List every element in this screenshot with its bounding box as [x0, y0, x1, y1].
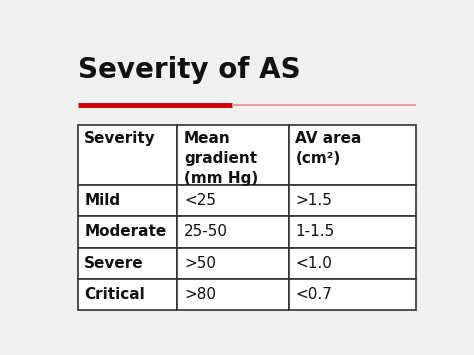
Bar	[78, 125, 177, 185]
Bar	[78, 185, 177, 216]
Bar	[177, 216, 289, 248]
Bar	[78, 185, 177, 216]
Text: <25: <25	[184, 193, 216, 208]
Bar	[78, 279, 177, 311]
Text: >80: >80	[184, 287, 216, 302]
Bar	[177, 248, 289, 279]
Bar	[289, 216, 416, 248]
Text: AV area
(cm²): AV area (cm²)	[295, 131, 362, 166]
Text: Severe: Severe	[84, 256, 144, 271]
Text: <0.7: <0.7	[295, 287, 332, 302]
Bar	[289, 248, 416, 279]
Bar	[289, 279, 416, 311]
Bar	[78, 248, 177, 279]
Bar	[289, 125, 416, 185]
Bar	[289, 216, 416, 248]
Text: >50: >50	[184, 256, 216, 271]
Bar	[78, 248, 177, 279]
Bar	[177, 125, 289, 185]
Text: Critical: Critical	[84, 287, 145, 302]
Bar	[78, 216, 177, 248]
Bar	[78, 125, 177, 185]
Text: Severity: Severity	[84, 131, 156, 147]
Text: Severity of AS: Severity of AS	[78, 56, 300, 84]
Bar	[289, 185, 416, 216]
Bar	[177, 279, 289, 311]
Bar	[177, 125, 289, 185]
Bar	[289, 125, 416, 185]
Text: Mild: Mild	[84, 193, 120, 208]
Bar	[177, 216, 289, 248]
Bar	[78, 216, 177, 248]
Bar	[177, 279, 289, 311]
Bar	[289, 279, 416, 311]
Text: 1-1.5: 1-1.5	[295, 224, 335, 239]
Bar	[289, 185, 416, 216]
Bar	[78, 279, 177, 311]
Bar	[177, 185, 289, 216]
Text: <1.0: <1.0	[295, 256, 332, 271]
Bar	[177, 248, 289, 279]
Text: 25-50: 25-50	[184, 224, 228, 239]
Bar	[177, 185, 289, 216]
Text: Moderate: Moderate	[84, 224, 166, 239]
Bar	[289, 248, 416, 279]
Text: Mean
gradient
(mm Hg): Mean gradient (mm Hg)	[184, 131, 258, 186]
Text: >1.5: >1.5	[295, 193, 332, 208]
